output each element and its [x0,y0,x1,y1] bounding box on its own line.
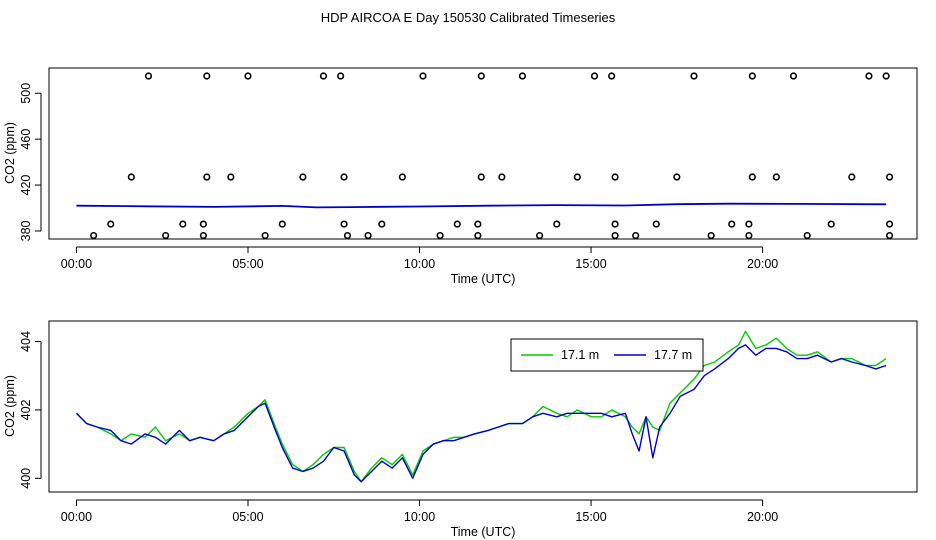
data-point [848,173,856,181]
data-point [748,72,756,80]
data-point [772,173,780,181]
data-point [865,72,873,80]
data-point [436,231,444,240]
data-point [882,72,890,80]
y-tick-label: 420 [19,175,33,196]
data-point [690,72,698,80]
data-point [90,231,98,240]
data-point [199,220,207,228]
x-axis-label: Time (UTC) [451,272,516,286]
x-axis-label: Time (UTC) [451,525,516,539]
data-point [199,231,207,240]
x-tick-label: 00:00 [61,510,92,524]
plot-frame [48,67,918,240]
data-point [364,231,372,240]
data-point [477,173,485,181]
data-point [278,220,286,228]
data-point [553,220,561,228]
panel-bottom: Time (UTC) CO2 (ppm) 00:00 05:00 10:00 15:0… [3,320,918,539]
data-point [227,173,235,181]
data-point [745,220,753,228]
series-line-17-1 [75,330,887,483]
ticks: 00:00 05:00 10:00 15:00 20:00 380 420 460 500 [19,83,778,271]
data-point [261,231,269,240]
data-point [127,173,135,181]
panel-top: Time (UTC) CO2 (ppm) 00:00 05:00 10:00 15:0… [3,67,918,286]
x-tick-label: 15:00 [575,257,606,271]
data-point [611,173,619,181]
data-point [518,72,527,80]
data-point [244,72,252,80]
data-point [144,72,153,80]
series-line [76,202,887,209]
x-tick-label: 00:00 [61,257,92,271]
data-point [337,72,345,80]
data-point [498,173,506,181]
data-point [745,231,753,240]
data-point [885,220,894,228]
data-point [474,231,482,240]
data-point [885,173,894,181]
data-point [378,220,386,228]
data-point [203,173,211,181]
x-tick-label: 20:00 [747,510,778,524]
y-axis-label: CO2 (ppm) [3,375,17,437]
legend-label-17-7: 17.7 m [654,348,692,362]
data-point [162,231,170,240]
x-tick-label: 15:00 [575,510,606,524]
x-tick-label: 20:00 [747,257,778,271]
data-point [319,72,328,80]
data-point [573,173,581,181]
y-tick-label: 400 [19,468,33,489]
data-point [203,72,211,80]
data-point [608,72,616,80]
x-tick-label: 05:00 [232,257,263,271]
data-point [419,72,427,80]
data-point [107,220,115,228]
marks [76,72,894,240]
data-point [453,220,461,228]
data-point [536,231,544,240]
marks [75,330,887,483]
chart-title: HDP AIRCOA E Day 150530 Calibrated Times… [321,10,616,25]
data-point [789,72,798,80]
x-tick-label: 10:00 [404,510,435,524]
data-point [340,173,348,181]
y-tick-label: 404 [19,331,33,352]
data-point [611,220,619,228]
plot-frame [48,320,918,493]
data-point [398,173,406,181]
x-tick-label: 05:00 [232,510,263,524]
data-point [340,220,348,228]
y-axis-label: CO2 (ppm) [3,122,17,184]
series-line-17-7 [75,344,887,483]
data-point [299,173,307,181]
x-tick-label: 10:00 [404,257,435,271]
data-point [343,231,352,240]
data-point [673,173,681,181]
data-point [474,220,482,228]
y-tick-label: 500 [19,83,33,104]
y-tick-label: 380 [19,220,33,241]
data-point [632,231,640,240]
legend-label-17-1: 17.1 m [561,348,599,362]
data-point [179,220,187,228]
data-point [728,220,736,228]
data-point [748,173,756,181]
ticks: 00:00 05:00 10:00 15:00 20:00 400 402 404 [19,331,778,524]
data-point [477,72,485,80]
y-tick-label: 402 [19,399,33,420]
data-point [707,231,715,240]
data-point [652,220,660,228]
data-point [827,220,835,228]
data-point [803,231,811,240]
data-point [611,231,619,240]
y-tick-label: 460 [19,129,33,150]
data-point [885,231,894,240]
data-point [590,72,599,80]
legend: 17.1 m 17.7 m [510,338,704,372]
